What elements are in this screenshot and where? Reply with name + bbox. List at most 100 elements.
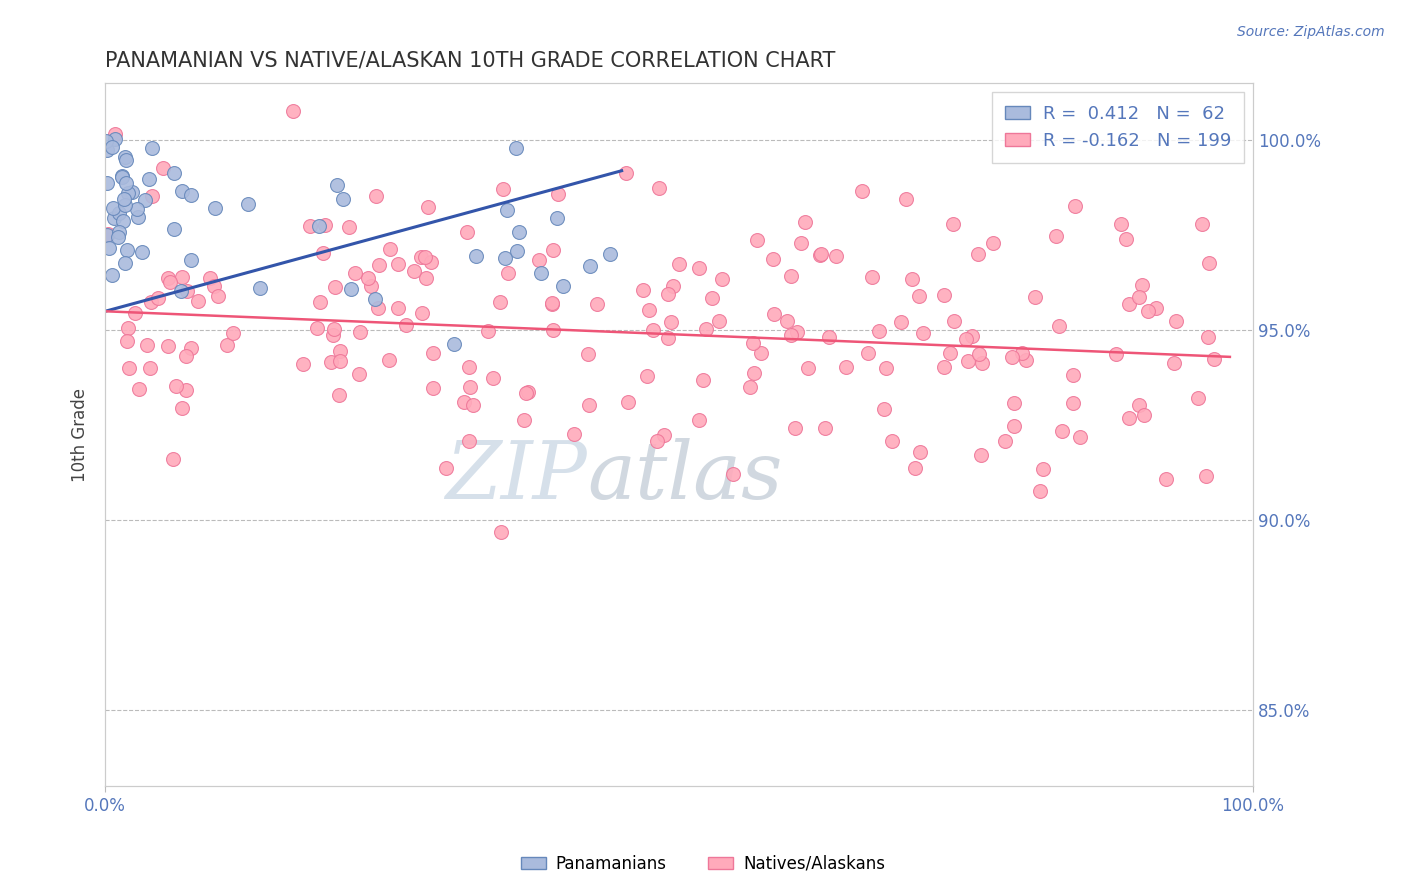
Point <box>477 324 499 338</box>
Point <box>1045 229 1067 244</box>
Point <box>647 434 669 448</box>
Point <box>329 343 352 358</box>
Point <box>387 257 409 271</box>
Point <box>176 284 198 298</box>
Point <box>955 332 977 346</box>
Point <box>107 229 129 244</box>
Point <box>641 322 664 336</box>
Point <box>904 461 927 475</box>
Point <box>111 169 134 183</box>
Point <box>1062 368 1084 382</box>
Point <box>1128 398 1150 412</box>
Point <box>215 338 238 352</box>
Point <box>1032 462 1054 476</box>
Point <box>115 153 138 167</box>
Point <box>368 259 391 273</box>
Point <box>668 257 690 271</box>
Point <box>131 244 153 259</box>
Point <box>464 250 486 264</box>
Point <box>159 275 181 289</box>
Point <box>709 314 731 328</box>
Point <box>96 176 118 190</box>
Point <box>962 328 984 343</box>
Point <box>939 346 962 360</box>
Point <box>1154 472 1177 486</box>
Point <box>797 361 820 376</box>
Point <box>541 323 564 337</box>
Point <box>966 246 988 260</box>
Point <box>749 346 772 360</box>
Point <box>1198 256 1220 270</box>
Point <box>498 266 520 280</box>
Point <box>138 172 160 186</box>
Point <box>496 202 519 217</box>
Point <box>688 413 710 427</box>
Point <box>890 315 912 329</box>
Point <box>170 401 193 416</box>
Point <box>395 318 418 332</box>
Point <box>513 413 536 427</box>
Point <box>1029 483 1052 498</box>
Point <box>494 252 516 266</box>
Point <box>1164 314 1187 328</box>
Point <box>579 259 602 273</box>
Text: ZIP: ZIP <box>446 438 588 516</box>
Point <box>112 213 135 227</box>
Point <box>1050 424 1073 438</box>
Point <box>322 322 344 336</box>
Point <box>107 225 129 239</box>
Point <box>117 186 139 200</box>
Point <box>165 379 187 393</box>
Point <box>204 202 226 216</box>
Point <box>323 280 346 294</box>
Text: PANAMANIAN VS NATIVE/ALASKAN 10TH GRADE CORRELATION CHART: PANAMANIAN VS NATIVE/ALASKAN 10TH GRADE … <box>105 51 835 70</box>
Point <box>1062 396 1084 410</box>
Point <box>117 320 139 334</box>
Point <box>96 143 118 157</box>
Point <box>409 250 432 264</box>
Point <box>139 361 162 376</box>
Point <box>482 371 505 385</box>
Point <box>329 354 352 368</box>
Point <box>785 421 807 435</box>
Point <box>1115 232 1137 246</box>
Point <box>174 349 197 363</box>
Point <box>762 252 785 266</box>
Point <box>340 282 363 296</box>
Point <box>114 198 136 212</box>
Point <box>875 360 897 375</box>
Point <box>818 330 841 344</box>
Point <box>328 387 350 401</box>
Point <box>1064 199 1087 213</box>
Point <box>380 243 402 257</box>
Point <box>458 380 481 394</box>
Point <box>505 141 527 155</box>
Point <box>111 169 134 184</box>
Point <box>456 225 478 239</box>
Point <box>780 327 803 342</box>
Point <box>134 194 156 208</box>
Point <box>236 196 259 211</box>
Point <box>700 291 723 305</box>
Point <box>1024 290 1046 304</box>
Point <box>825 248 848 262</box>
Point <box>981 235 1004 250</box>
Point <box>222 326 245 341</box>
Point <box>860 270 883 285</box>
Point <box>366 188 388 202</box>
Point <box>125 202 148 217</box>
Point <box>104 132 127 146</box>
Point <box>745 233 768 247</box>
Point <box>695 322 717 336</box>
Point <box>174 384 197 398</box>
Y-axis label: 10th Grade: 10th Grade <box>72 388 89 482</box>
Point <box>292 357 315 371</box>
Point <box>101 268 124 282</box>
Point <box>1047 319 1070 334</box>
Point <box>141 294 163 309</box>
Point <box>364 292 387 306</box>
Point <box>661 279 683 293</box>
Point <box>148 291 170 305</box>
Point <box>851 184 873 198</box>
Point <box>152 161 174 175</box>
